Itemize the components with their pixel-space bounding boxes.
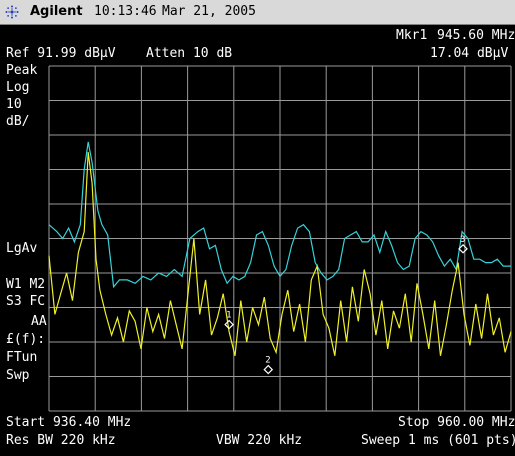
trace-yellow: [48, 152, 512, 356]
trace-cyan: [48, 141, 511, 289]
sweep-time: Sweep 1 ms (601 pts): [361, 433, 515, 448]
attenuation: Atten 10 dB: [146, 46, 233, 61]
trace-status-aa: AA: [31, 314, 47, 329]
scale-unit: dB/: [6, 114, 30, 129]
trace-status-s3fc: S3 FC: [6, 294, 46, 309]
frequency-tune: FTun: [6, 350, 38, 365]
marker-number: 1: [226, 311, 231, 321]
clock-time: 10:13:46: [94, 4, 157, 19]
marker-number: 2: [265, 356, 270, 366]
sweep-mode: Swp: [6, 368, 30, 383]
clock-date: Mar 21, 2005: [162, 4, 256, 19]
scale-type: Log: [6, 80, 30, 95]
marker-1: 1: [224, 311, 234, 330]
frequency-function: £(f):: [6, 332, 46, 347]
trace-layer: [48, 141, 512, 356]
average-label: LgAv: [6, 241, 38, 256]
marker-number: 3: [460, 235, 465, 245]
marker-2: 2: [263, 356, 274, 375]
start-frequency: Start 936.40 MHz: [6, 415, 132, 430]
stop-frequency: Stop 960.00 MHz: [398, 415, 515, 430]
resolution-bandwidth: Res BW 220 kHz: [6, 433, 116, 448]
marker-frequency: 945.60 MHz: [437, 28, 515, 43]
video-bandwidth: VBW 220 kHz: [216, 433, 303, 448]
detector-mode: Peak: [6, 63, 38, 78]
title-bar: Agilent 10:13:46 Mar 21, 2005: [0, 0, 515, 25]
brand-name: Agilent: [30, 4, 83, 19]
marker-diamond-icon: [458, 243, 468, 254]
marker-label: Mkr1: [396, 28, 428, 43]
analyzer-screen: Mkr1 945.60 MHz Ref 91.99 dBμV Atten 10 …: [0, 25, 515, 456]
marker-diamond-icon: [224, 319, 234, 330]
scale-value: 10: [6, 97, 22, 112]
marker-diamond-icon: [263, 364, 274, 375]
trace-status-w1m2: W1 M2: [6, 277, 46, 292]
marker-3: 3: [458, 235, 468, 254]
plot-grid: [48, 65, 512, 412]
marker-amplitude: 17.04 dBμV: [430, 46, 509, 61]
reference-level: Ref 91.99 dBμV: [6, 46, 116, 61]
agilent-spark-icon: [5, 5, 19, 19]
marker-layer: 1 2 3: [224, 235, 468, 375]
